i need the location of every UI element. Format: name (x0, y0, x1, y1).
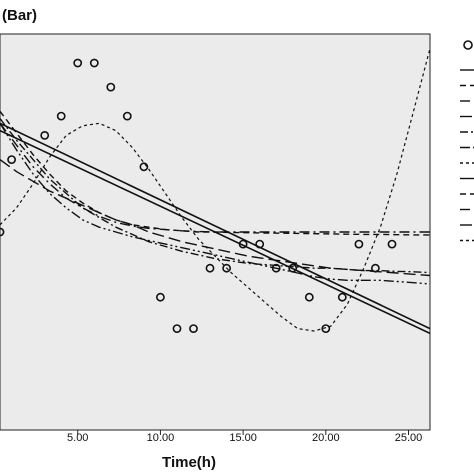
data-point (73, 58, 83, 68)
data-point (189, 324, 198, 333)
data-point (172, 324, 182, 333)
x-tick-label: 15.00 (229, 432, 257, 444)
fit-curve-2 (0, 122, 430, 330)
fit-curve-8 (0, 48, 430, 332)
fit-curve-6 (0, 118, 430, 274)
data-point (7, 155, 16, 164)
data-point (337, 292, 347, 302)
legend-point-marker (463, 40, 473, 50)
data-point (139, 162, 149, 172)
data-point (321, 324, 331, 333)
data-point (222, 263, 231, 273)
x-axis-title: Time(h) (162, 454, 216, 471)
x-tick-label: 5.00 (67, 432, 88, 444)
data-point (106, 82, 116, 92)
data-point (155, 292, 165, 302)
data-point (288, 263, 298, 273)
data-point (40, 130, 50, 140)
data-point (122, 111, 132, 121)
data-point (354, 239, 364, 249)
x-tick-label: 20.00 (312, 432, 340, 444)
data-point (0, 227, 5, 237)
x-axis-ticks: 5.00 10.00 15.00 20.00 25.00 (67, 430, 422, 444)
data-point (238, 239, 248, 249)
fit-curve-5 (0, 159, 430, 277)
legend (460, 40, 474, 242)
data-point (56, 111, 66, 121)
data-point (205, 263, 215, 273)
data-points (0, 58, 397, 333)
data-point (271, 263, 281, 273)
data-point (387, 239, 397, 249)
fit-curve-4 (0, 122, 430, 233)
data-point (304, 292, 314, 302)
data-point (370, 263, 380, 273)
x-tick-label: 10.00 (147, 432, 175, 444)
x-tick-label: 25.00 (395, 432, 423, 444)
fit-curves (0, 48, 430, 335)
data-point (89, 58, 99, 68)
data-point (255, 239, 265, 249)
y-unit-label: (Bar) (2, 7, 37, 24)
